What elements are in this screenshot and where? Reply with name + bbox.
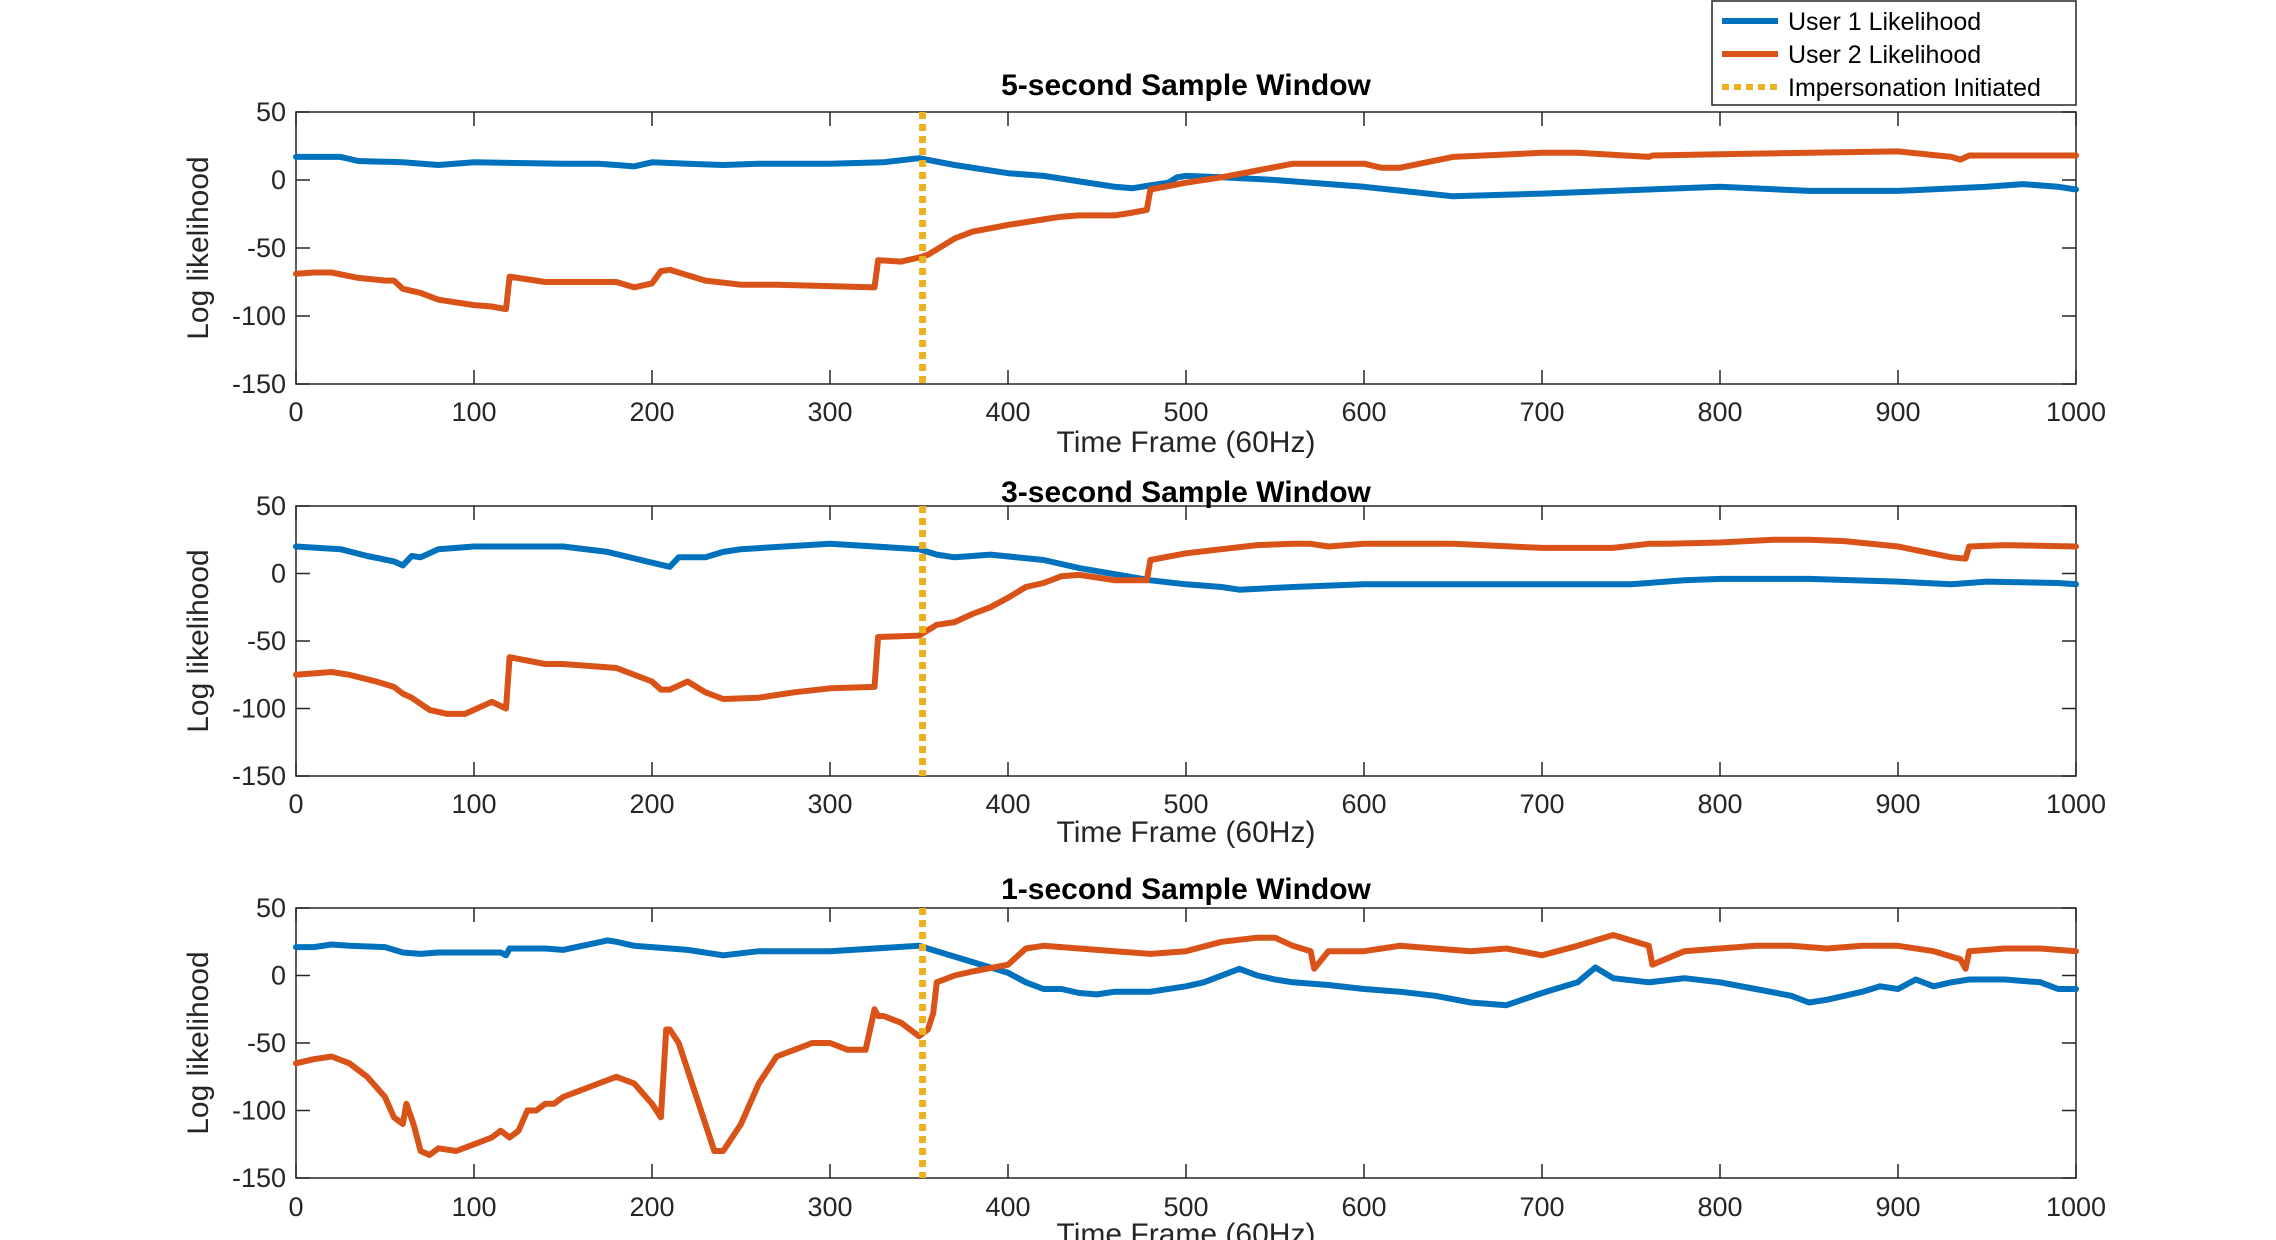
x-tick-label: 600 — [1341, 1192, 1386, 1222]
user2-likelihood-line — [293, 536, 2079, 717]
y-tick-label: -100 — [232, 694, 286, 724]
y-tick-label: -50 — [247, 233, 286, 263]
user1-likelihood-line — [293, 153, 2079, 200]
x-tick-label: 200 — [629, 1192, 674, 1222]
y-axis-label: Log likelihood — [182, 951, 215, 1134]
x-tick-label: 800 — [1697, 397, 1742, 427]
y-tick-label: -150 — [232, 369, 286, 399]
user2-likelihood-line — [293, 148, 2079, 313]
x-tick-label: 1000 — [2046, 789, 2106, 819]
y-tick-label: 0 — [271, 559, 286, 589]
x-tick-label: 100 — [451, 1192, 496, 1222]
user1-likelihood-line — [293, 937, 2079, 1009]
x-tick-label: 1000 — [2046, 397, 2106, 427]
x-tick-label: 400 — [985, 397, 1030, 427]
x-tick-label: 200 — [629, 397, 674, 427]
y-tick-label: 50 — [256, 491, 286, 521]
x-tick-label: 900 — [1875, 789, 1920, 819]
x-tick-label: 100 — [451, 397, 496, 427]
x-tick-label: 0 — [288, 1192, 303, 1222]
x-tick-label: 400 — [985, 789, 1030, 819]
y-axis-label: Log likelihood — [182, 549, 215, 732]
x-tick-label: 100 — [451, 789, 496, 819]
x-tick-label: 1000 — [2046, 1192, 2106, 1222]
y-tick-label: -50 — [247, 1028, 286, 1058]
user1-likelihood-line — [293, 540, 2079, 593]
legend: User 1 Likelihood User 2 Likelihood Impers… — [1711, 0, 2077, 106]
x-tick-label: 900 — [1875, 1192, 1920, 1222]
x-tick-label: 700 — [1519, 789, 1564, 819]
x-tick-label: 300 — [807, 1192, 852, 1222]
x-tick-label: 500 — [1163, 789, 1208, 819]
chart-panel-1: 0 100 200 300 400 500 600 700 800 900 1000-150-100… — [182, 69, 2106, 459]
x-tick-label: 500 — [1163, 1192, 1208, 1222]
y-tick-label: -150 — [232, 1163, 286, 1193]
user2-likelihood-line — [293, 932, 2079, 1158]
y-tick-label: 0 — [271, 165, 286, 195]
y-tick-label: -50 — [247, 626, 286, 656]
legend-label-user2: User 2 Likelihood — [1788, 41, 1981, 69]
x-tick-label: 900 — [1875, 397, 1920, 427]
x-tick-label: 400 — [985, 1192, 1030, 1222]
x-tick-label: 300 — [807, 397, 852, 427]
x-tick-label: 700 — [1519, 397, 1564, 427]
chart-title: 3-second Sample Window — [1001, 476, 1371, 509]
x-axis-label: Time Frame (60Hz) — [1057, 426, 1316, 459]
y-tick-label: 50 — [256, 893, 286, 923]
chart-title: 1-second Sample Window — [1001, 873, 1371, 906]
chart-panels: 0 100 200 300 400 500 600 700 800 900 1000-150-100… — [182, 69, 2106, 1240]
x-tick-label: 600 — [1341, 789, 1386, 819]
x-tick-label: 500 — [1163, 397, 1208, 427]
y-tick-label: 0 — [271, 961, 286, 991]
x-tick-label: 0 — [288, 397, 303, 427]
legend-label-user1: User 1 Likelihood — [1788, 8, 1981, 36]
y-tick-label: -100 — [232, 1096, 286, 1126]
y-axis-label: Log likelihood — [182, 156, 215, 339]
y-tick-label: 50 — [256, 97, 286, 127]
x-tick-label: 700 — [1519, 1192, 1564, 1222]
y-tick-label: -100 — [232, 301, 286, 331]
x-tick-label: 800 — [1697, 789, 1742, 819]
y-tick-label: -150 — [232, 761, 286, 791]
x-tick-label: 200 — [629, 789, 674, 819]
x-axis-label: Time Frame (60Hz) — [1057, 816, 1316, 849]
plot-area — [295, 111, 2077, 385]
x-tick-label: 800 — [1697, 1192, 1742, 1222]
legend-label-impersonation: Impersonation Initiated — [1788, 74, 2041, 102]
chart-title: 5-second Sample Window — [1001, 69, 1371, 102]
x-tick-label: 600 — [1341, 397, 1386, 427]
x-tick-label: 300 — [807, 789, 852, 819]
chart-panel-2: 0 100 200 300 400 500 600 700 800 900 1000-150-100… — [182, 476, 2106, 849]
chart-panel-3: 0 100 200 300 400 500 600 700 800 900 1000-150-100… — [182, 873, 2106, 1240]
x-axis-label: Time Frame (60Hz) — [1057, 1218, 1316, 1240]
x-tick-label: 0 — [288, 789, 303, 819]
